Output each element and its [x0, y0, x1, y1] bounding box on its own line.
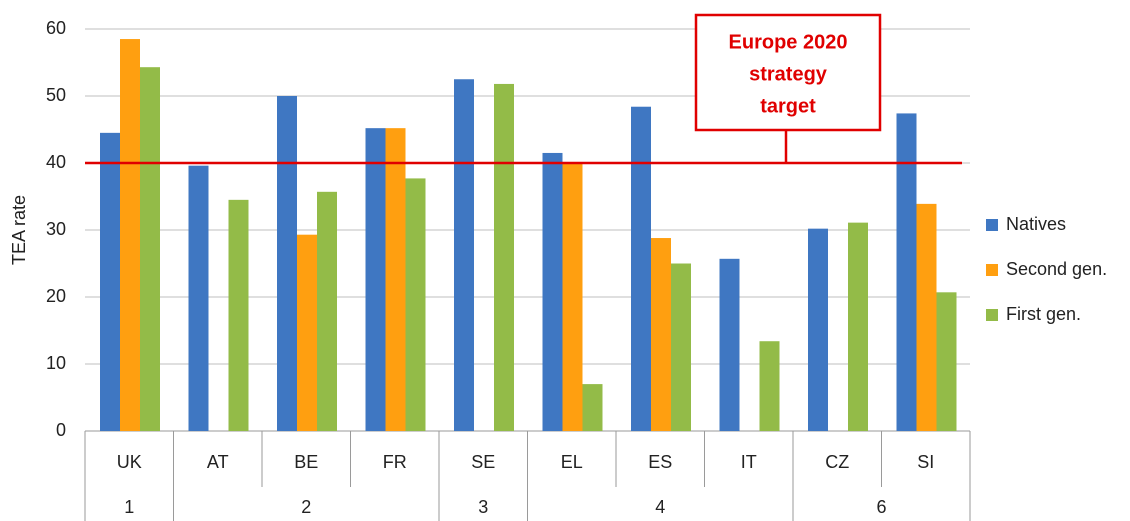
bar [719, 258, 740, 431]
x-tick-label: SE [471, 452, 495, 472]
bar [759, 341, 780, 431]
bar [936, 292, 957, 431]
y-axis-label: TEA rate [9, 195, 29, 265]
y-tick-label: 40 [46, 152, 66, 172]
bar [651, 238, 671, 431]
note-text: target [760, 95, 816, 117]
bar [365, 128, 386, 431]
bar [582, 384, 603, 431]
note-box [694, 13, 882, 132]
legend-label: Second gen. [1006, 259, 1107, 279]
x-tick-label: IT [741, 452, 757, 472]
legend-label: Natives [1006, 214, 1066, 234]
bar [228, 199, 249, 431]
bar [317, 191, 337, 431]
y-tick-label: 50 [46, 85, 66, 105]
bar [120, 39, 140, 432]
legend-swatch [986, 264, 998, 276]
bar [848, 222, 868, 431]
bar [896, 113, 917, 432]
bar [405, 178, 426, 431]
bar [671, 263, 691, 431]
bar [562, 163, 583, 431]
bar [542, 152, 563, 431]
group-label: 6 [876, 497, 886, 517]
bar [188, 165, 209, 431]
bar [100, 132, 120, 431]
y-tick-label: 30 [46, 219, 66, 239]
x-tick-label: UK [117, 452, 142, 472]
y-tick-label: 60 [46, 18, 66, 38]
bar [631, 106, 651, 431]
x-tick-label: ES [648, 452, 672, 472]
y-tick-label: 0 [56, 420, 66, 440]
y-tick-label: 10 [46, 353, 66, 373]
x-tick-label: FR [383, 452, 407, 472]
group-label: 2 [301, 497, 311, 517]
x-tick-label: EL [561, 452, 583, 472]
bar [140, 67, 160, 431]
y-tick-label: 20 [46, 286, 66, 306]
group-label: 1 [124, 497, 134, 517]
bar [808, 228, 828, 431]
x-tick-label: BE [294, 452, 318, 472]
x-tick-label: CZ [825, 452, 849, 472]
bar [277, 96, 297, 431]
bar [454, 79, 474, 431]
legend-swatch [986, 309, 998, 321]
bar [297, 234, 317, 431]
group-label: 4 [655, 497, 665, 517]
legend-label: First gen. [1006, 304, 1081, 324]
x-tick-label: SI [917, 452, 934, 472]
bar [916, 203, 937, 431]
legend-swatch [986, 219, 998, 231]
bar [385, 128, 406, 431]
note-text: Europe 2020 [729, 31, 848, 53]
x-tick-label: AT [207, 452, 229, 472]
bar [494, 83, 514, 431]
group-label: 3 [478, 497, 488, 517]
note-text: strategy [749, 63, 828, 85]
